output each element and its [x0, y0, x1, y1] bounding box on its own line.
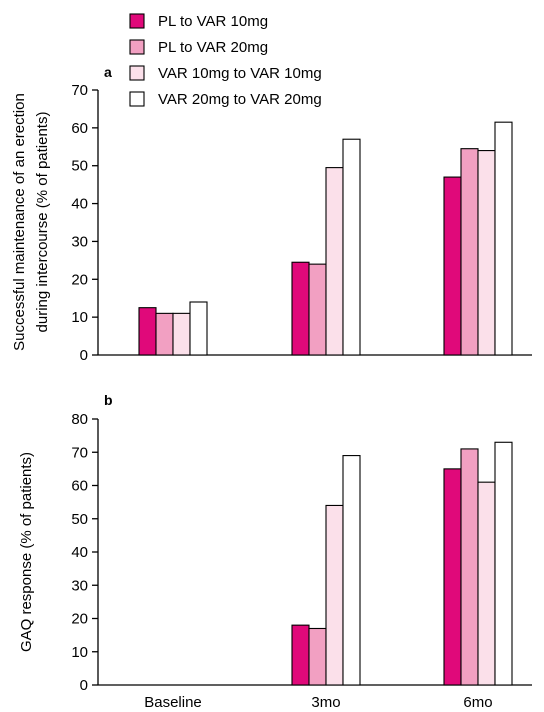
bar-2-6mo-s3 [477, 481, 496, 686]
bar-1-3mo-s1 [291, 261, 310, 356]
bar-1-3mo-s4 [342, 138, 361, 356]
bar-2-3mo-s1 [291, 624, 310, 686]
y-tick-label-2-0: 0 [80, 677, 88, 694]
x-tick-label-2-3mo: 3mo [311, 694, 340, 711]
legend-swatch-4 [129, 91, 145, 107]
bar-1-Baseline-s3 [172, 312, 191, 356]
panel-label-2: b [104, 392, 113, 408]
legend-label-1: PL to VAR 10mg [158, 13, 268, 30]
bar-1-6mo-s1 [443, 176, 462, 356]
y-tick-label-1-50: 50 [71, 158, 88, 175]
bar-2-6mo-s2 [460, 448, 479, 686]
bar-1-Baseline-s4 [189, 301, 208, 356]
y-tick-label-1-60: 60 [71, 120, 88, 137]
x-tick-label-2-6mo: 6mo [463, 694, 492, 711]
y-tick-label-1-0: 0 [80, 347, 88, 364]
y-tick-label-2-30: 30 [71, 577, 88, 594]
legend-label-4: VAR 20mg to VAR 20mg [158, 91, 322, 108]
legend-swatch-3 [129, 65, 145, 81]
y-tick-label-2-10: 10 [71, 644, 88, 661]
legend-swatch-1 [129, 13, 145, 29]
y-tick-label-1-30: 30 [71, 233, 88, 250]
bar-1-6mo-s4 [494, 121, 513, 356]
bar-1-Baseline-s2 [155, 312, 174, 356]
y-axis-title-1-line-2: during intercourse (% of patients) [34, 112, 51, 333]
legend-label-2: PL to VAR 20mg [158, 39, 268, 56]
y-tick-label-2-70: 70 [71, 444, 88, 461]
bar-2-3mo-s4 [342, 455, 361, 686]
y-tick-label-1-20: 20 [71, 271, 88, 288]
legend-label-3: VAR 10mg to VAR 10mg [158, 65, 322, 82]
y-tick-label-2-20: 20 [71, 611, 88, 628]
y-tick-label-2-60: 60 [71, 478, 88, 495]
bar-2-3mo-s2 [308, 627, 327, 686]
y-tick-label-1-10: 10 [71, 309, 88, 326]
bar-1-Baseline-s1 [138, 307, 157, 356]
bar-1-3mo-s3 [325, 167, 344, 356]
legend-swatch-2 [129, 39, 145, 55]
bar-1-6mo-s2 [460, 148, 479, 356]
x-tick-label-2-Baseline: Baseline [144, 694, 202, 711]
bar-1-6mo-s3 [477, 150, 496, 356]
y-axis-title-2-line-1: GAQ response (% of patients) [18, 452, 35, 652]
y-tick-label-1-40: 40 [71, 196, 88, 213]
y-tick-label-2-40: 40 [71, 544, 88, 561]
panel-label-1: a [104, 64, 112, 80]
bar-2-3mo-s3 [325, 504, 344, 686]
y-tick-label-2-80: 80 [71, 411, 88, 428]
bar-2-6mo-s4 [494, 441, 513, 686]
bar-2-6mo-s1 [443, 468, 462, 686]
y-tick-label-1-70: 70 [71, 82, 88, 99]
y-axis-title-1-line-1: Successful maintenance of an erection [11, 93, 28, 351]
y-tick-label-2-50: 50 [71, 511, 88, 528]
bar-1-3mo-s2 [308, 263, 327, 356]
